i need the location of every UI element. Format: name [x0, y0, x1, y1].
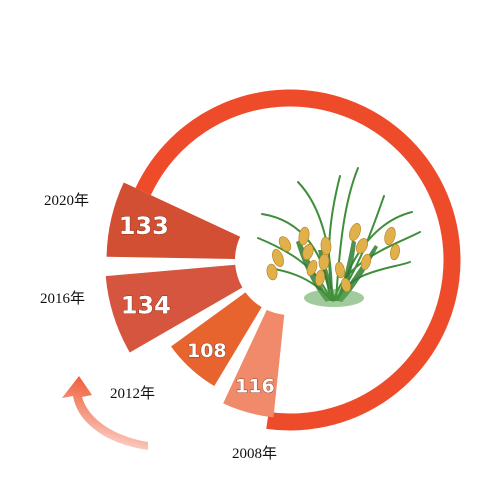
rice-plant-illustration-icon — [257, 167, 421, 307]
value-label-2012年: 108 — [187, 340, 227, 362]
bar-2016年 — [105, 264, 243, 353]
curved-arrow-icon — [62, 376, 148, 450]
year-label-2016年: 2016年 — [40, 290, 85, 307]
year-label-2008年: 2008年 — [232, 445, 277, 462]
year-label-2020年: 2020年 — [44, 192, 89, 209]
value-label-2008年: 116 — [235, 376, 275, 398]
bars-group — [105, 182, 285, 418]
value-labels-group: 116 108 134 133 — [118, 212, 275, 398]
year-label-2012年: 2012年 — [110, 385, 155, 402]
year-labels-group: 2008年 2012年 2016年 2020年 — [40, 192, 277, 462]
value-label-2020年: 133 — [119, 212, 169, 240]
value-label-2016年: 134 — [121, 291, 171, 319]
outer-ring-arc — [135, 89, 461, 431]
bar-2008年 — [223, 309, 285, 418]
bar-2020年 — [106, 182, 241, 260]
bar-2012年 — [171, 292, 262, 387]
